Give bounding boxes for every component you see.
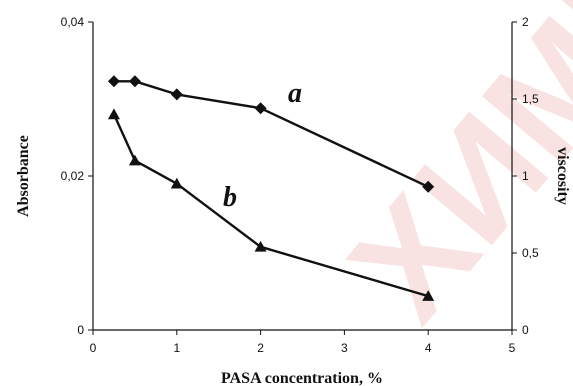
series-a-point (170, 88, 183, 101)
series-b-point (107, 108, 120, 120)
series-b-point (170, 177, 183, 189)
x-tick-label: 0 (90, 341, 97, 355)
series-a-point (254, 102, 267, 115)
x-tick-label: 1 (173, 341, 180, 355)
x-tick-label: 4 (425, 341, 432, 355)
y-right-tick-label: 1,5 (522, 92, 539, 106)
y-left-tick-label: 0,04 (61, 15, 85, 29)
x-tick-label: 5 (509, 341, 516, 355)
series-layer (107, 75, 435, 301)
y-left-axis-title: Absorbance (15, 135, 32, 217)
y-right-tick-label: 2 (522, 15, 529, 29)
series-b-point (254, 240, 267, 252)
y-right-tick-label: 1 (522, 169, 529, 183)
x-tick-label: 3 (341, 341, 348, 355)
series-a-point (107, 75, 120, 88)
series-a-point (422, 180, 435, 193)
watermark: ХИМИЯ (317, 0, 573, 350)
y-right-axis-title: viscosity (554, 147, 571, 205)
labels: PASA concentration, % Absorbance viscosi… (15, 78, 571, 386)
series-b-point (422, 290, 435, 301)
y-left-tick-label: 0,02 (61, 169, 85, 183)
y-left-tick-label: 0 (77, 323, 84, 337)
series-a-label: a (288, 78, 302, 109)
y-right-tick-label: 0 (522, 323, 529, 337)
y-right-tick-label: 0,5 (522, 246, 539, 260)
series-b-point (128, 154, 141, 166)
series-a-point (128, 75, 141, 88)
x-tick-label: 2 (257, 341, 264, 355)
series-b-label: b (223, 182, 237, 213)
x-axis-title: PASA concentration, % (221, 370, 383, 386)
